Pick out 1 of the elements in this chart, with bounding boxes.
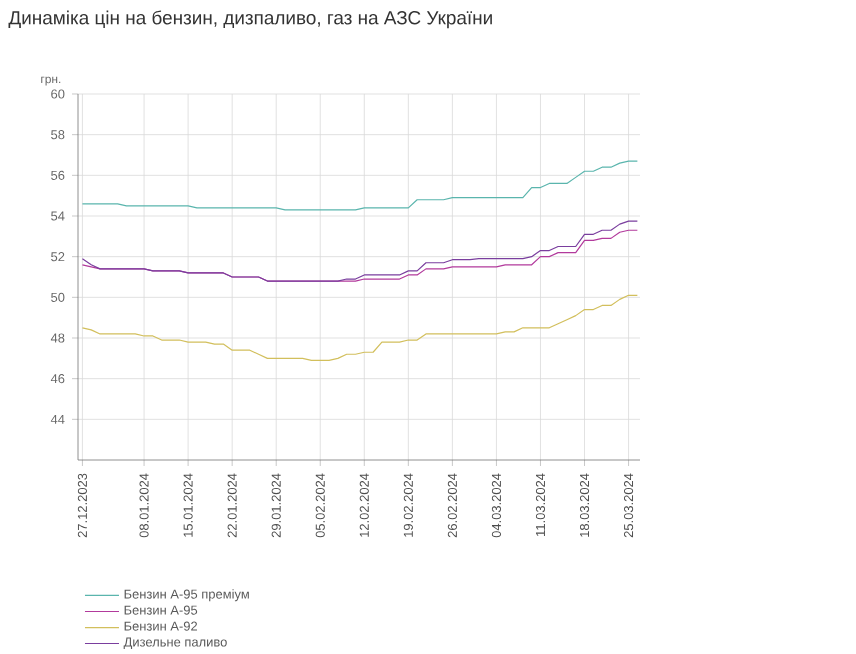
chart-title: Динаміка цін на бензин, дизпаливо, газ на АЗС України: [8, 10, 492, 29]
